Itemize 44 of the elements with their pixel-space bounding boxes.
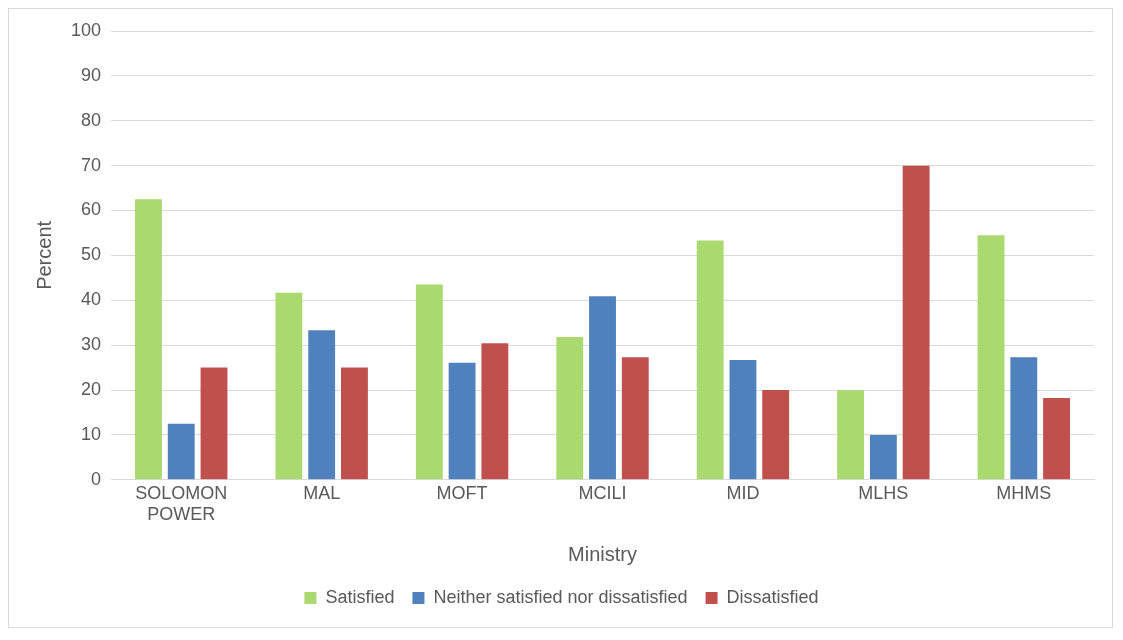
y-tick-label: 80 xyxy=(81,109,102,130)
bar xyxy=(762,390,790,480)
bar xyxy=(696,240,724,480)
y-tick-label: 30 xyxy=(81,334,102,355)
y-tick-label: 20 xyxy=(81,379,102,400)
y-tick-label: 70 xyxy=(81,154,102,175)
y-tick-label: 40 xyxy=(81,289,102,310)
bar xyxy=(1043,398,1070,480)
bar xyxy=(167,423,195,480)
y-tick-label: 50 xyxy=(81,244,102,265)
y-tick-label: 10 xyxy=(81,423,102,444)
bar xyxy=(902,165,930,480)
y-tick-label: 100 xyxy=(70,19,102,40)
bar xyxy=(275,292,303,480)
bar xyxy=(837,390,865,480)
x-tick-label: MHMS xyxy=(996,482,1052,503)
bar xyxy=(589,296,616,480)
legend-label: Dissatisfied xyxy=(726,586,819,607)
bar xyxy=(977,235,1005,480)
x-axis-title: Ministry xyxy=(568,542,637,565)
bar xyxy=(556,337,584,480)
bar xyxy=(869,434,897,480)
legend-label: Satisfied xyxy=(325,586,395,607)
legend-label: Neither satisfied nor dissatisfied xyxy=(433,586,688,607)
bar xyxy=(1010,357,1038,480)
x-tick-label: MLHS xyxy=(858,482,909,503)
bar xyxy=(200,367,228,480)
x-tick-label: SOLOMON POWER xyxy=(135,482,228,525)
bar xyxy=(415,284,443,480)
x-tick-label: MCILI xyxy=(578,482,627,503)
y-tick-label: 0 xyxy=(91,468,102,489)
x-tick-label: MID xyxy=(726,482,760,503)
bar xyxy=(308,330,336,480)
bar xyxy=(621,357,649,480)
x-tick-label: MAL xyxy=(303,482,341,503)
bar xyxy=(448,362,476,480)
bar xyxy=(135,199,162,480)
x-tick-label: MOFT xyxy=(436,482,488,503)
y-tick-label: 60 xyxy=(81,199,102,220)
bar xyxy=(481,343,509,480)
y-axis-title: Percent xyxy=(32,220,55,290)
bar xyxy=(729,359,757,480)
y-tick-label: 90 xyxy=(81,64,102,85)
bar xyxy=(341,367,368,480)
